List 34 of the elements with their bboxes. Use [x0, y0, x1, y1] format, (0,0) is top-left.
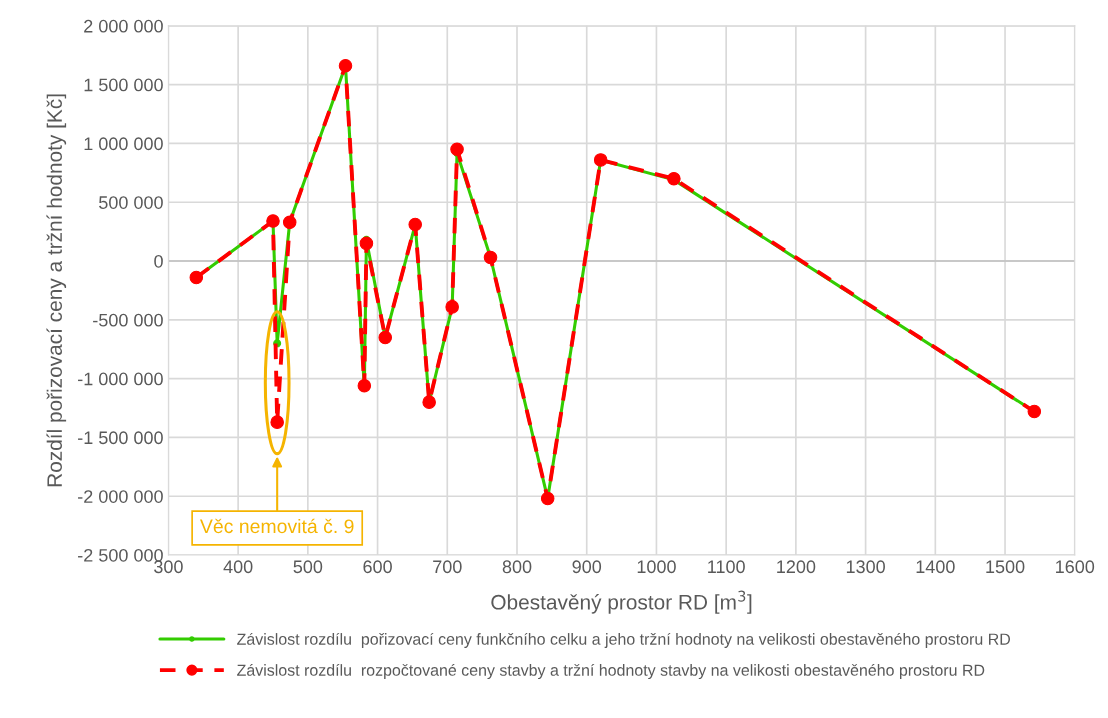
point [357, 378, 372, 393]
x-tick-label: 1000 [637, 560, 676, 574]
x-axis-title: Obestavěný prostor RD [m$^{3}$] [491, 590, 752, 614]
x-tick-label: 900 [572, 560, 602, 574]
x-tick-label: 1300 [846, 560, 885, 574]
legend-label: Závislost rozdílu pořizovací ceny funkčního celku a jeho tržní hodnoty na velikosti obestavěného prostoru RD [237, 632, 1011, 648]
legend-label: Závislost rozdílu rozpočtované ceny stavby a tržní hodnoty stavby na velikosti obestavěného prostoru RD [237, 663, 985, 680]
x-tick-label: 1400 [916, 560, 955, 574]
y-tick-label: 0 [154, 254, 163, 268]
y-tick-label: -2 500 000 [78, 548, 163, 562]
x-tick-label: 800 [502, 560, 532, 574]
y-tick-label: -2 000 000 [78, 490, 163, 503]
point [359, 236, 374, 251]
y-tick-label: 500 000 [99, 196, 163, 209]
x-tick-label: 1200 [777, 560, 816, 574]
x-tick-label: 1100 [708, 560, 745, 574]
y-tick-label: -1 000 000 [78, 372, 163, 386]
y-tick-label: -500 000 [93, 313, 163, 327]
y-tick-label: 1 500 000 [84, 78, 163, 92]
x-tick-label: 1600 [1056, 560, 1095, 574]
y-tick-label: -1 500 000 [78, 431, 163, 445]
y-tick-label: 1 000 000 [84, 137, 163, 151]
x-tick-label: 300 [154, 560, 183, 574]
y-tick-label: 2 000 000 [84, 19, 163, 33]
x-tick-label: 700 [433, 560, 462, 574]
x-tick-label: 1500 [986, 560, 1025, 574]
y-axis-title: Rozdíl pořizovací ceny a tržní hodnoty [Kč] [46, 94, 67, 487]
x-tick-label: 600 [363, 560, 392, 574]
annotation: Věc nemovitá č. 9 [199, 518, 354, 534]
x-tick-label: 500 [293, 560, 323, 574]
x-tick-label: 400 [223, 560, 253, 574]
point [270, 415, 284, 429]
point [450, 142, 464, 157]
point [667, 171, 681, 186]
